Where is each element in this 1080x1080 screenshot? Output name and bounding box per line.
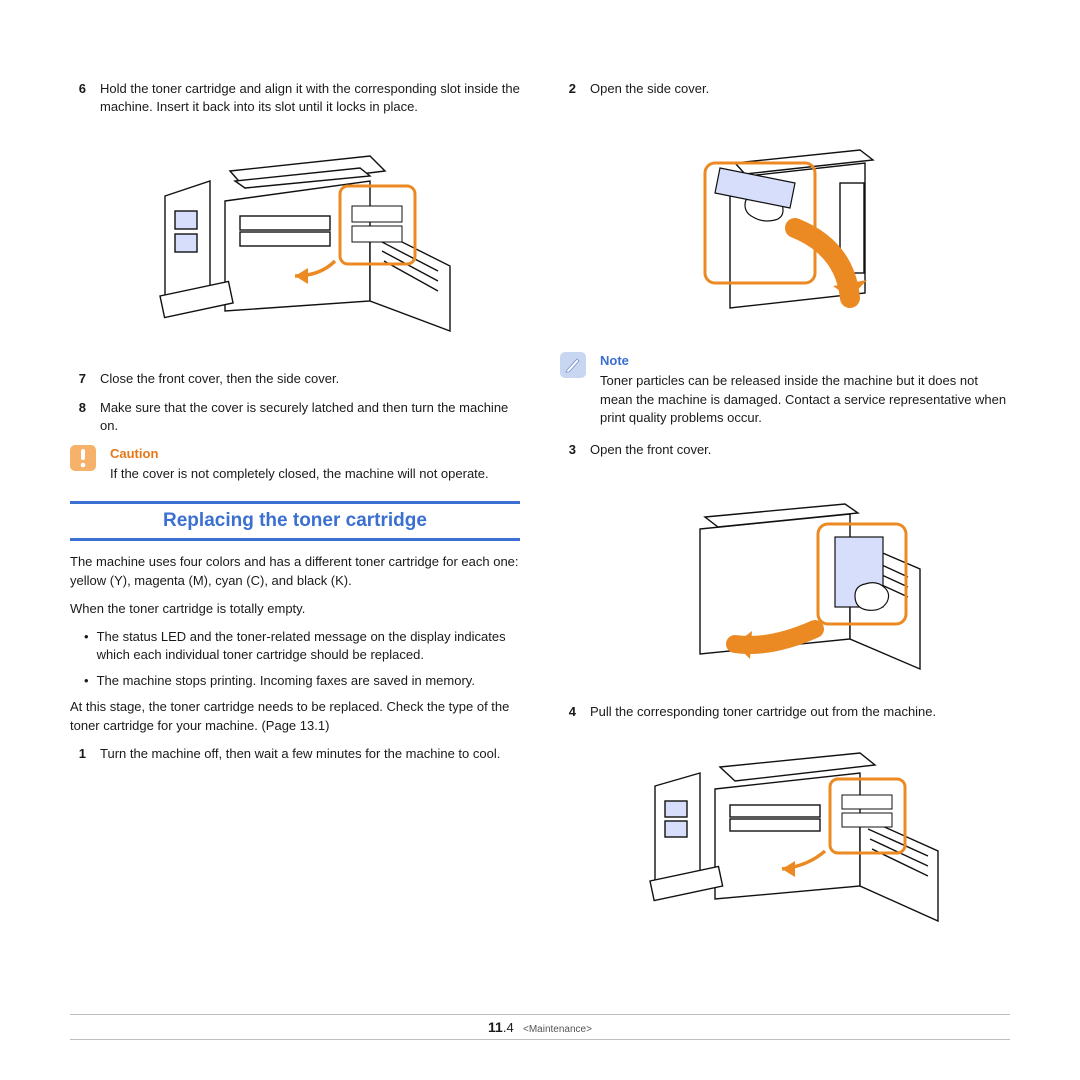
step-number: 4 <box>560 703 576 721</box>
note-callout: Note Toner particles can be released ins… <box>560 352 1010 427</box>
section-title: Replacing the toner cartridge <box>70 508 520 534</box>
bullet-text: The status LED and the toner-related mes… <box>97 628 520 664</box>
intro-text: The machine uses four colors and has a d… <box>70 553 520 589</box>
caution-body: Caution If the cover is not completely c… <box>110 445 520 483</box>
step-6: 6 Hold the toner cartridge and align it … <box>70 80 520 116</box>
step-4: 4 Pull the corresponding toner cartridge… <box>560 703 1010 721</box>
note-icon <box>560 352 586 378</box>
caution-title: Caution <box>110 445 520 463</box>
illustration-open-front-cover <box>560 469 1010 689</box>
step-number: 8 <box>70 399 86 435</box>
bullet-2: • The machine stops printing. Incoming f… <box>84 672 520 690</box>
manual-page: 6 Hold the toner cartridge and align it … <box>0 0 1080 1080</box>
step-number: 1 <box>70 745 86 763</box>
caution-callout: Caution If the cover is not completely c… <box>70 445 520 483</box>
bullet-text: The machine stops printing. Incoming fax… <box>97 672 475 690</box>
step-text: Pull the corresponding toner cartridge o… <box>590 703 1010 721</box>
illustration-insert-cartridge <box>70 126 520 356</box>
step-text: Open the front cover. <box>590 441 1010 459</box>
step-number: 3 <box>560 441 576 459</box>
right-column: 2 Open the side cover. <box>560 80 1010 1006</box>
step-8: 8 Make sure that the cover is securely l… <box>70 399 520 435</box>
rule-top <box>70 501 520 504</box>
bullet-1: • The status LED and the toner-related m… <box>84 628 520 664</box>
step-text: Close the front cover, then the side cov… <box>100 370 520 388</box>
step-text: Make sure that the cover is securely lat… <box>100 399 520 435</box>
note-title: Note <box>600 352 1010 370</box>
when-empty-text: When the toner cartridge is totally empt… <box>70 600 520 618</box>
caution-text: If the cover is not completely closed, t… <box>110 465 520 483</box>
stage-text: At this stage, the toner cartridge needs… <box>70 698 520 734</box>
step-1: 1 Turn the machine off, then wait a few … <box>70 745 520 763</box>
bullet-dot-icon: • <box>84 672 89 690</box>
step-3: 3 Open the front cover. <box>560 441 1010 459</box>
page-number-minor: .4 <box>503 1020 514 1035</box>
two-column-layout: 6 Hold the toner cartridge and align it … <box>70 80 1010 1006</box>
page-number-major: 11 <box>488 1019 503 1035</box>
step-2: 2 Open the side cover. <box>560 80 1010 98</box>
bullet-dot-icon: • <box>84 628 89 664</box>
step-text: Turn the machine off, then wait a few mi… <box>100 745 520 763</box>
page-section-label: <Maintenance> <box>523 1024 592 1035</box>
step-number: 6 <box>70 80 86 116</box>
page-footer: 11.4 <Maintenance> <box>70 1014 1010 1040</box>
left-column: 6 Hold the toner cartridge and align it … <box>70 80 520 1006</box>
note-body: Note Toner particles can be released ins… <box>600 352 1010 427</box>
note-text: Toner particles can be released inside t… <box>600 372 1010 427</box>
step-number: 7 <box>70 370 86 388</box>
step-text: Hold the toner cartridge and align it wi… <box>100 80 520 116</box>
illustration-open-side-cover <box>560 108 1010 338</box>
step-text: Open the side cover. <box>590 80 1010 98</box>
step-7: 7 Close the front cover, then the side c… <box>70 370 520 388</box>
rule-bottom <box>70 538 520 541</box>
illustration-pull-cartridge <box>560 731 1010 941</box>
caution-icon <box>70 445 96 471</box>
section-heading: Replacing the toner cartridge <box>70 501 520 541</box>
step-number: 2 <box>560 80 576 98</box>
